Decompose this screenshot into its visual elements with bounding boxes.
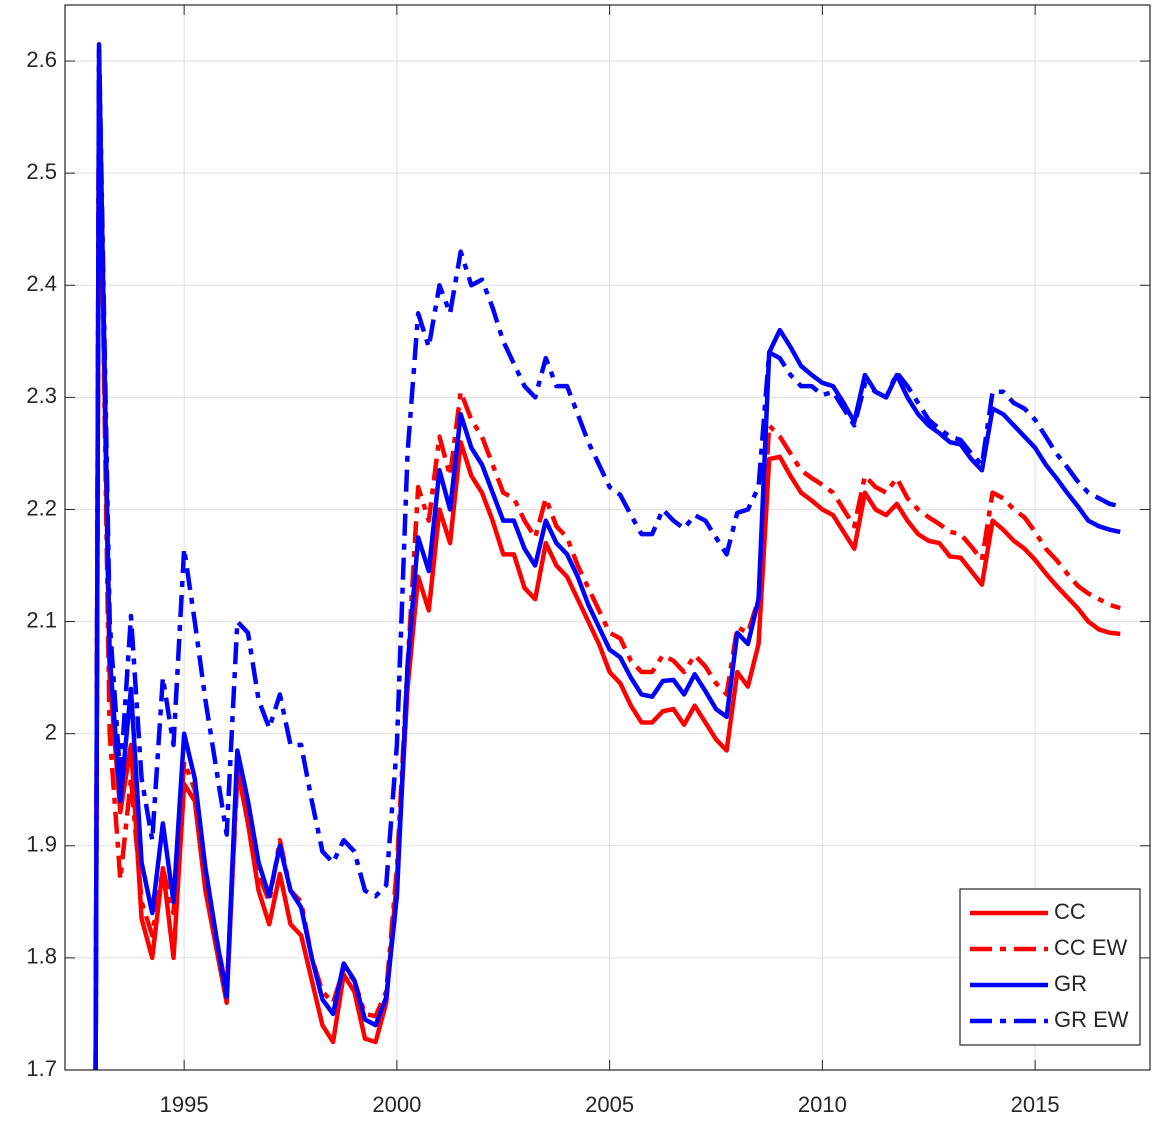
x-tick-label: 2010 — [798, 1092, 847, 1117]
y-tick-label: 2.6 — [26, 47, 57, 72]
x-tick-label: 1995 — [160, 1092, 209, 1117]
x-tick-label: 2005 — [585, 1092, 634, 1117]
y-tick-label: 2.5 — [26, 159, 57, 184]
x-tick-label: 2015 — [1011, 1092, 1060, 1117]
series-line — [93, 41, 1121, 1070]
legend-label: CC — [1054, 899, 1086, 924]
legend-label: GR EW — [1054, 1007, 1129, 1032]
legend-label: CC EW — [1054, 935, 1128, 960]
legend: CC CC EW GR GR EW — [959, 888, 1141, 1046]
plot-frame — [64, 4, 1151, 1071]
x-tick-label: 2000 — [372, 1092, 421, 1117]
y-tick-label: 2.1 — [26, 607, 57, 632]
y-tick-label: 2.4 — [26, 271, 57, 296]
y-tick-label: 1.7 — [26, 1056, 57, 1081]
y-tick-label: 2.3 — [26, 383, 57, 408]
y-tick-label: 2 — [45, 719, 57, 744]
series-line — [93, 47, 1121, 1070]
series-line — [93, 58, 1121, 1070]
plot-lines — [93, 41, 1121, 1070]
y-tick-label: 2.2 — [26, 495, 57, 520]
y-tick-label: 1.9 — [26, 832, 57, 857]
y-tick-label: 1.8 — [26, 944, 57, 969]
series-line — [93, 81, 1121, 1070]
legend-label: GR — [1054, 971, 1087, 996]
